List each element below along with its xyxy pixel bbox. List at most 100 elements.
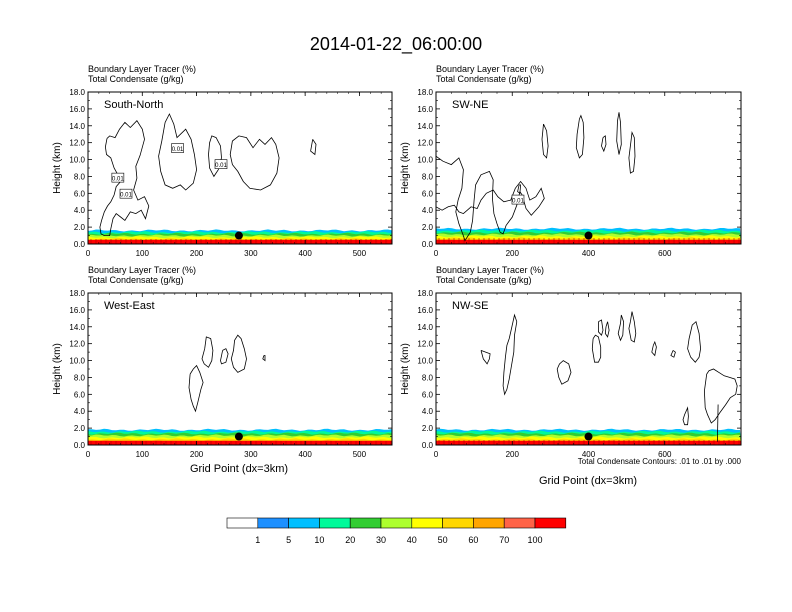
y-tick-label: 2.0 xyxy=(422,223,434,232)
y-axis-label: Height (km) xyxy=(52,142,63,194)
y-tick-label: 18.0 xyxy=(69,88,85,97)
y-tick-label: 4.0 xyxy=(74,407,86,416)
plot-frame xyxy=(435,91,742,245)
y-tick-label: 14.0 xyxy=(417,122,433,131)
colorbar-tick-label: 20 xyxy=(345,535,355,545)
y-tick-label: 12.0 xyxy=(417,139,433,148)
condensate-contour xyxy=(220,348,229,365)
colorbar-tick-label: 100 xyxy=(527,535,542,545)
contour-label-box xyxy=(111,172,125,183)
condensate-contour xyxy=(617,314,625,342)
x-tick-label: 400 xyxy=(298,450,312,459)
x-tick-label: 200 xyxy=(506,249,520,258)
colorbar-tick-label: 10 xyxy=(314,535,324,545)
condensate-contour xyxy=(208,135,222,178)
y-tick-label: 16.0 xyxy=(69,105,85,114)
contour-label-box xyxy=(511,194,525,205)
figure-title: 2014-01-22_06:00:00 xyxy=(310,34,482,55)
condensate-contour xyxy=(628,131,636,174)
y-tick-label: 12.0 xyxy=(417,340,433,349)
plot-area: 0.01 0.01 0.01 0.01 xyxy=(88,113,392,244)
condensate-contour xyxy=(616,112,622,155)
section-label: SW-NE xyxy=(452,99,488,111)
condensate-contour xyxy=(703,368,738,424)
common-xlabel-right: Grid Point (dx=3km) xyxy=(539,475,637,487)
colorbar-swatch xyxy=(380,517,413,529)
x-tick-label: 200 xyxy=(190,450,204,459)
condensate-contour xyxy=(310,139,317,156)
panel-subtitle-tracer: Boundary Layer Tracer (%) xyxy=(88,265,196,275)
condensate-contour xyxy=(575,114,585,159)
x-tick-label: 600 xyxy=(658,249,672,258)
condensate-contour xyxy=(541,123,549,159)
contour-note: Total Condensate Contours: .01 to .01 by… xyxy=(578,457,742,466)
x-tick-label: 400 xyxy=(582,249,596,258)
condensate-contour xyxy=(598,319,604,336)
contour-label: 0.01 xyxy=(215,163,227,169)
y-tick-label: 14.0 xyxy=(69,323,85,332)
panel-subtitle-tracer: Boundary Layer Tracer (%) xyxy=(436,64,544,74)
y-tick-label: 2.0 xyxy=(422,424,434,433)
x-tick-label: 500 xyxy=(353,249,367,258)
y-tick-label: 18.0 xyxy=(417,88,433,97)
common-xlabel-left: Grid Point (dx=3km) xyxy=(190,463,288,475)
colorbar-tick-label: 40 xyxy=(407,535,417,545)
panel-nw-se: Boundary Layer Tracer (%)Total Condensat… xyxy=(400,265,742,459)
y-tick-label: 18.0 xyxy=(417,289,433,298)
y-tick-label: 6.0 xyxy=(74,189,86,198)
y-tick-label: 16.0 xyxy=(417,306,433,315)
panel-subtitle-condensate: Total Condensate (g/kg) xyxy=(436,74,532,84)
colorbar-swatch xyxy=(473,517,505,529)
condensate-contour xyxy=(601,135,607,153)
contour-label: 0.01 xyxy=(120,193,132,199)
x-tick-label: 500 xyxy=(353,450,367,459)
colorbar-tick-label: 60 xyxy=(468,535,478,545)
y-tick-label: 2.0 xyxy=(74,223,86,232)
condensate-contour xyxy=(670,350,676,358)
y-tick-label: 4.0 xyxy=(422,407,434,416)
y-tick-label: 10.0 xyxy=(417,357,433,366)
condensate-contour xyxy=(230,334,247,373)
colorbar-swatch xyxy=(257,517,289,529)
x-tick-label: 600 xyxy=(658,450,672,459)
x-tick-label: 400 xyxy=(582,450,596,459)
tracer-band-max xyxy=(88,440,392,445)
condensate-contour xyxy=(682,406,689,426)
condensate-contour xyxy=(99,120,150,236)
y-tick-label: 8.0 xyxy=(422,172,434,181)
y-axis-label: Height (km) xyxy=(400,142,411,194)
panel-subtitle-condensate: Total Condensate (g/kg) xyxy=(88,275,184,285)
condensate-contour xyxy=(188,364,204,413)
panels-group: Boundary Layer Tracer (%)Total Condensat… xyxy=(52,64,742,459)
y-tick-label: 10.0 xyxy=(69,156,85,165)
y-tick-label: 6.0 xyxy=(74,390,86,399)
contour-label: 0.01 xyxy=(112,177,124,183)
plot-frame xyxy=(87,292,393,446)
colorbar-swatch xyxy=(503,517,536,529)
y-axis-label: Height (km) xyxy=(52,343,63,395)
panel-west-east: Boundary Layer Tracer (%)Total Condensat… xyxy=(52,265,393,459)
contour-label-box xyxy=(171,143,184,153)
panel-sw-ne: Boundary Layer Tracer (%)Total Condensat… xyxy=(400,64,742,258)
contour-label-box xyxy=(119,188,133,199)
contour-label: 0.01 xyxy=(512,199,524,205)
colorbar-tick-label: 70 xyxy=(499,535,509,545)
site-marker xyxy=(234,432,243,441)
y-tick-label: 16.0 xyxy=(69,306,85,315)
y-tick-label: 8.0 xyxy=(74,172,86,181)
y-tick-label: 6.0 xyxy=(422,189,434,198)
condensate-contour xyxy=(158,113,198,191)
y-tick-label: 18.0 xyxy=(69,289,85,298)
plot-area xyxy=(88,334,392,445)
condensate-contour xyxy=(628,311,637,343)
y-tick-label: 0.0 xyxy=(422,441,434,450)
y-tick-label: 14.0 xyxy=(69,122,85,131)
x-tick-label: 100 xyxy=(136,249,150,258)
y-tick-label: 2.0 xyxy=(74,424,86,433)
section-label: NW-SE xyxy=(452,300,488,312)
plot-area: 0.01 xyxy=(436,112,741,244)
plot-frame xyxy=(435,292,742,446)
x-tick-label: 300 xyxy=(244,450,258,459)
colorbar-tick-label: 30 xyxy=(376,535,386,545)
